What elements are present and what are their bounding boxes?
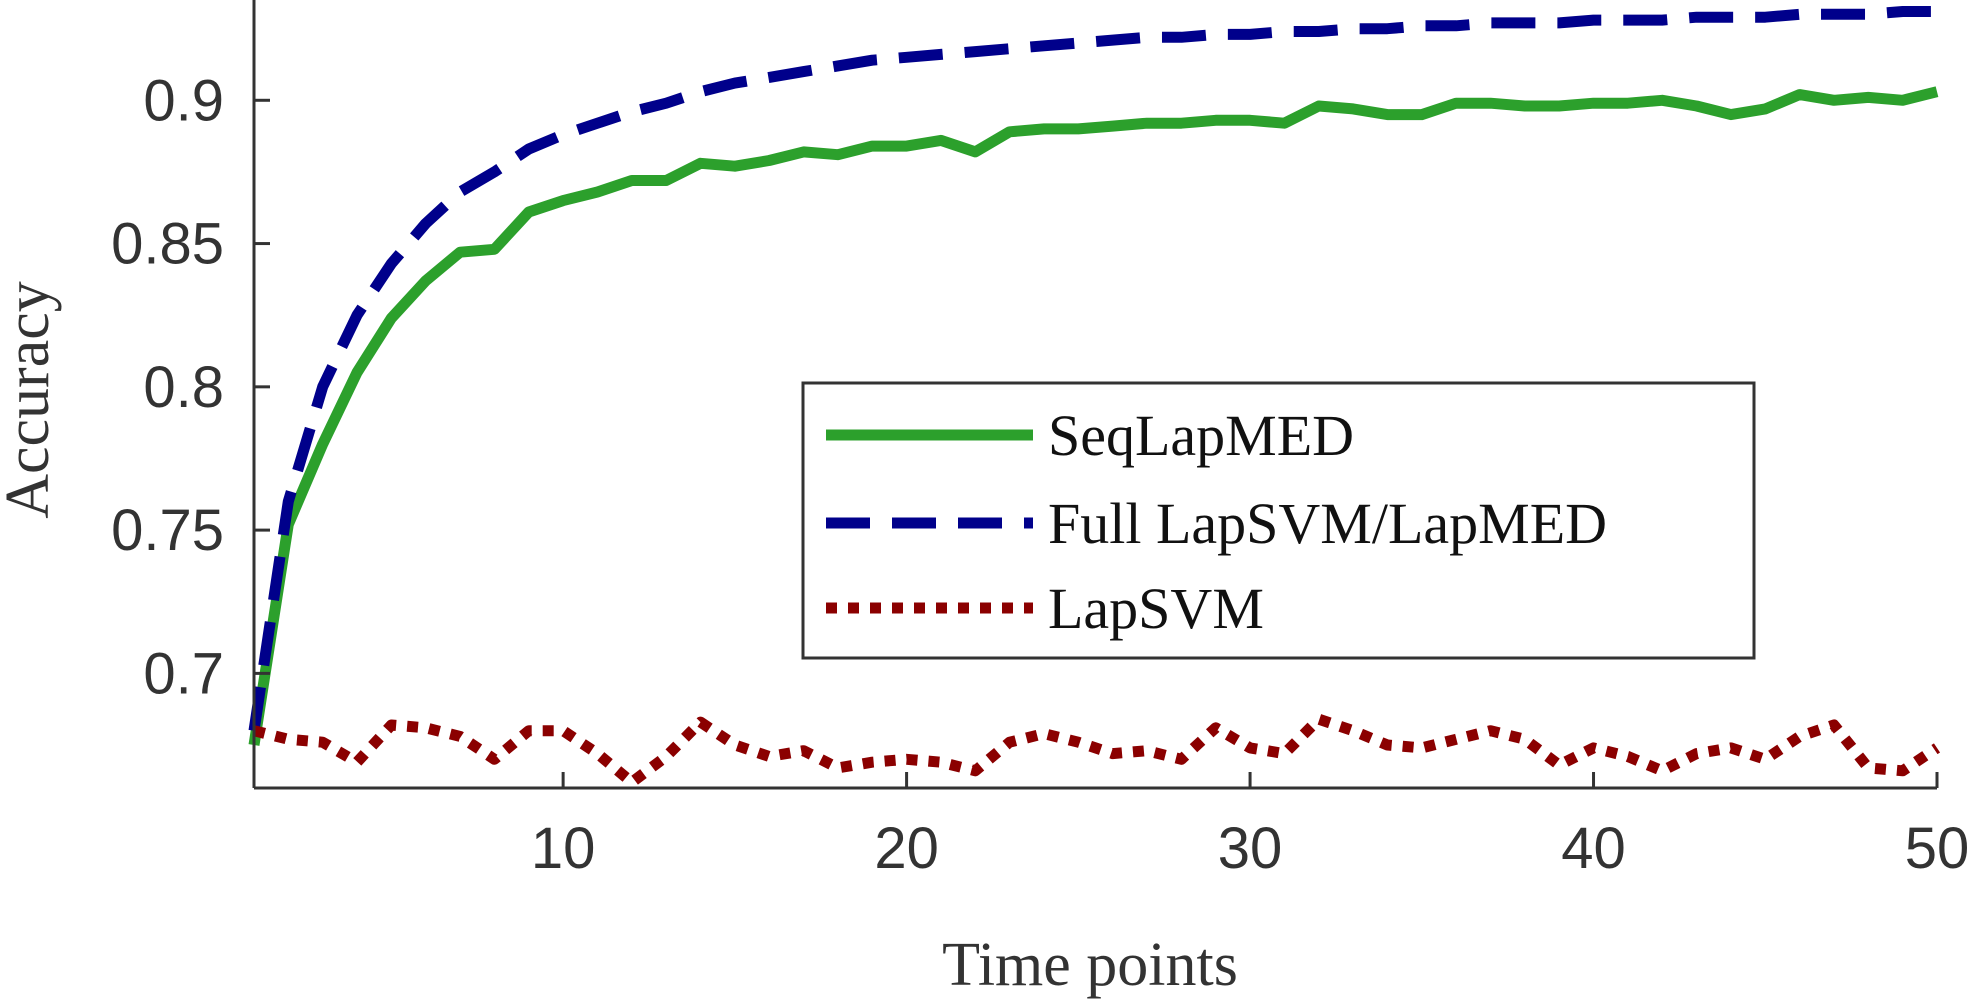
series-line-full-lapsvm-lapmed xyxy=(248,6,1937,732)
y-tick-label: 0.8 xyxy=(143,355,224,420)
x-tick-label: 10 xyxy=(531,816,596,881)
legend-label-full-lapsvm-lapmed: Full LapSVM/LapMED xyxy=(1048,491,1607,556)
y-axis-label: Accuracy xyxy=(0,281,62,519)
legend-label-lapsvm: LapSVM xyxy=(1048,576,1264,641)
series-line-lapsvm xyxy=(252,713,1941,788)
x-tick-label: 30 xyxy=(1218,816,1283,881)
x-tick-label: 50 xyxy=(1905,816,1970,881)
y-tick-label: 0.85 xyxy=(111,212,224,277)
legend-label-seqlapmed: SeqLapMED xyxy=(1048,403,1354,468)
x-axis-label: Time points xyxy=(942,931,1238,999)
x-tick-label: 20 xyxy=(874,816,939,881)
y-axis-ticks: 0.7 0.75 0.8 0.85 0.9 xyxy=(111,68,270,706)
y-tick-label: 0.9 xyxy=(143,68,224,133)
plot-area xyxy=(248,6,1941,788)
y-tick-label: 0.7 xyxy=(143,641,224,706)
y-tick-label: 0.75 xyxy=(111,498,224,563)
legend: SeqLapMED Full LapSVM/LapMED LapSVM xyxy=(801,381,1756,660)
series-line-seqlapmed xyxy=(248,86,1939,746)
x-tick-label: 40 xyxy=(1561,816,1626,881)
x-axis-ticks: 10 20 30 40 50 xyxy=(531,772,1969,881)
